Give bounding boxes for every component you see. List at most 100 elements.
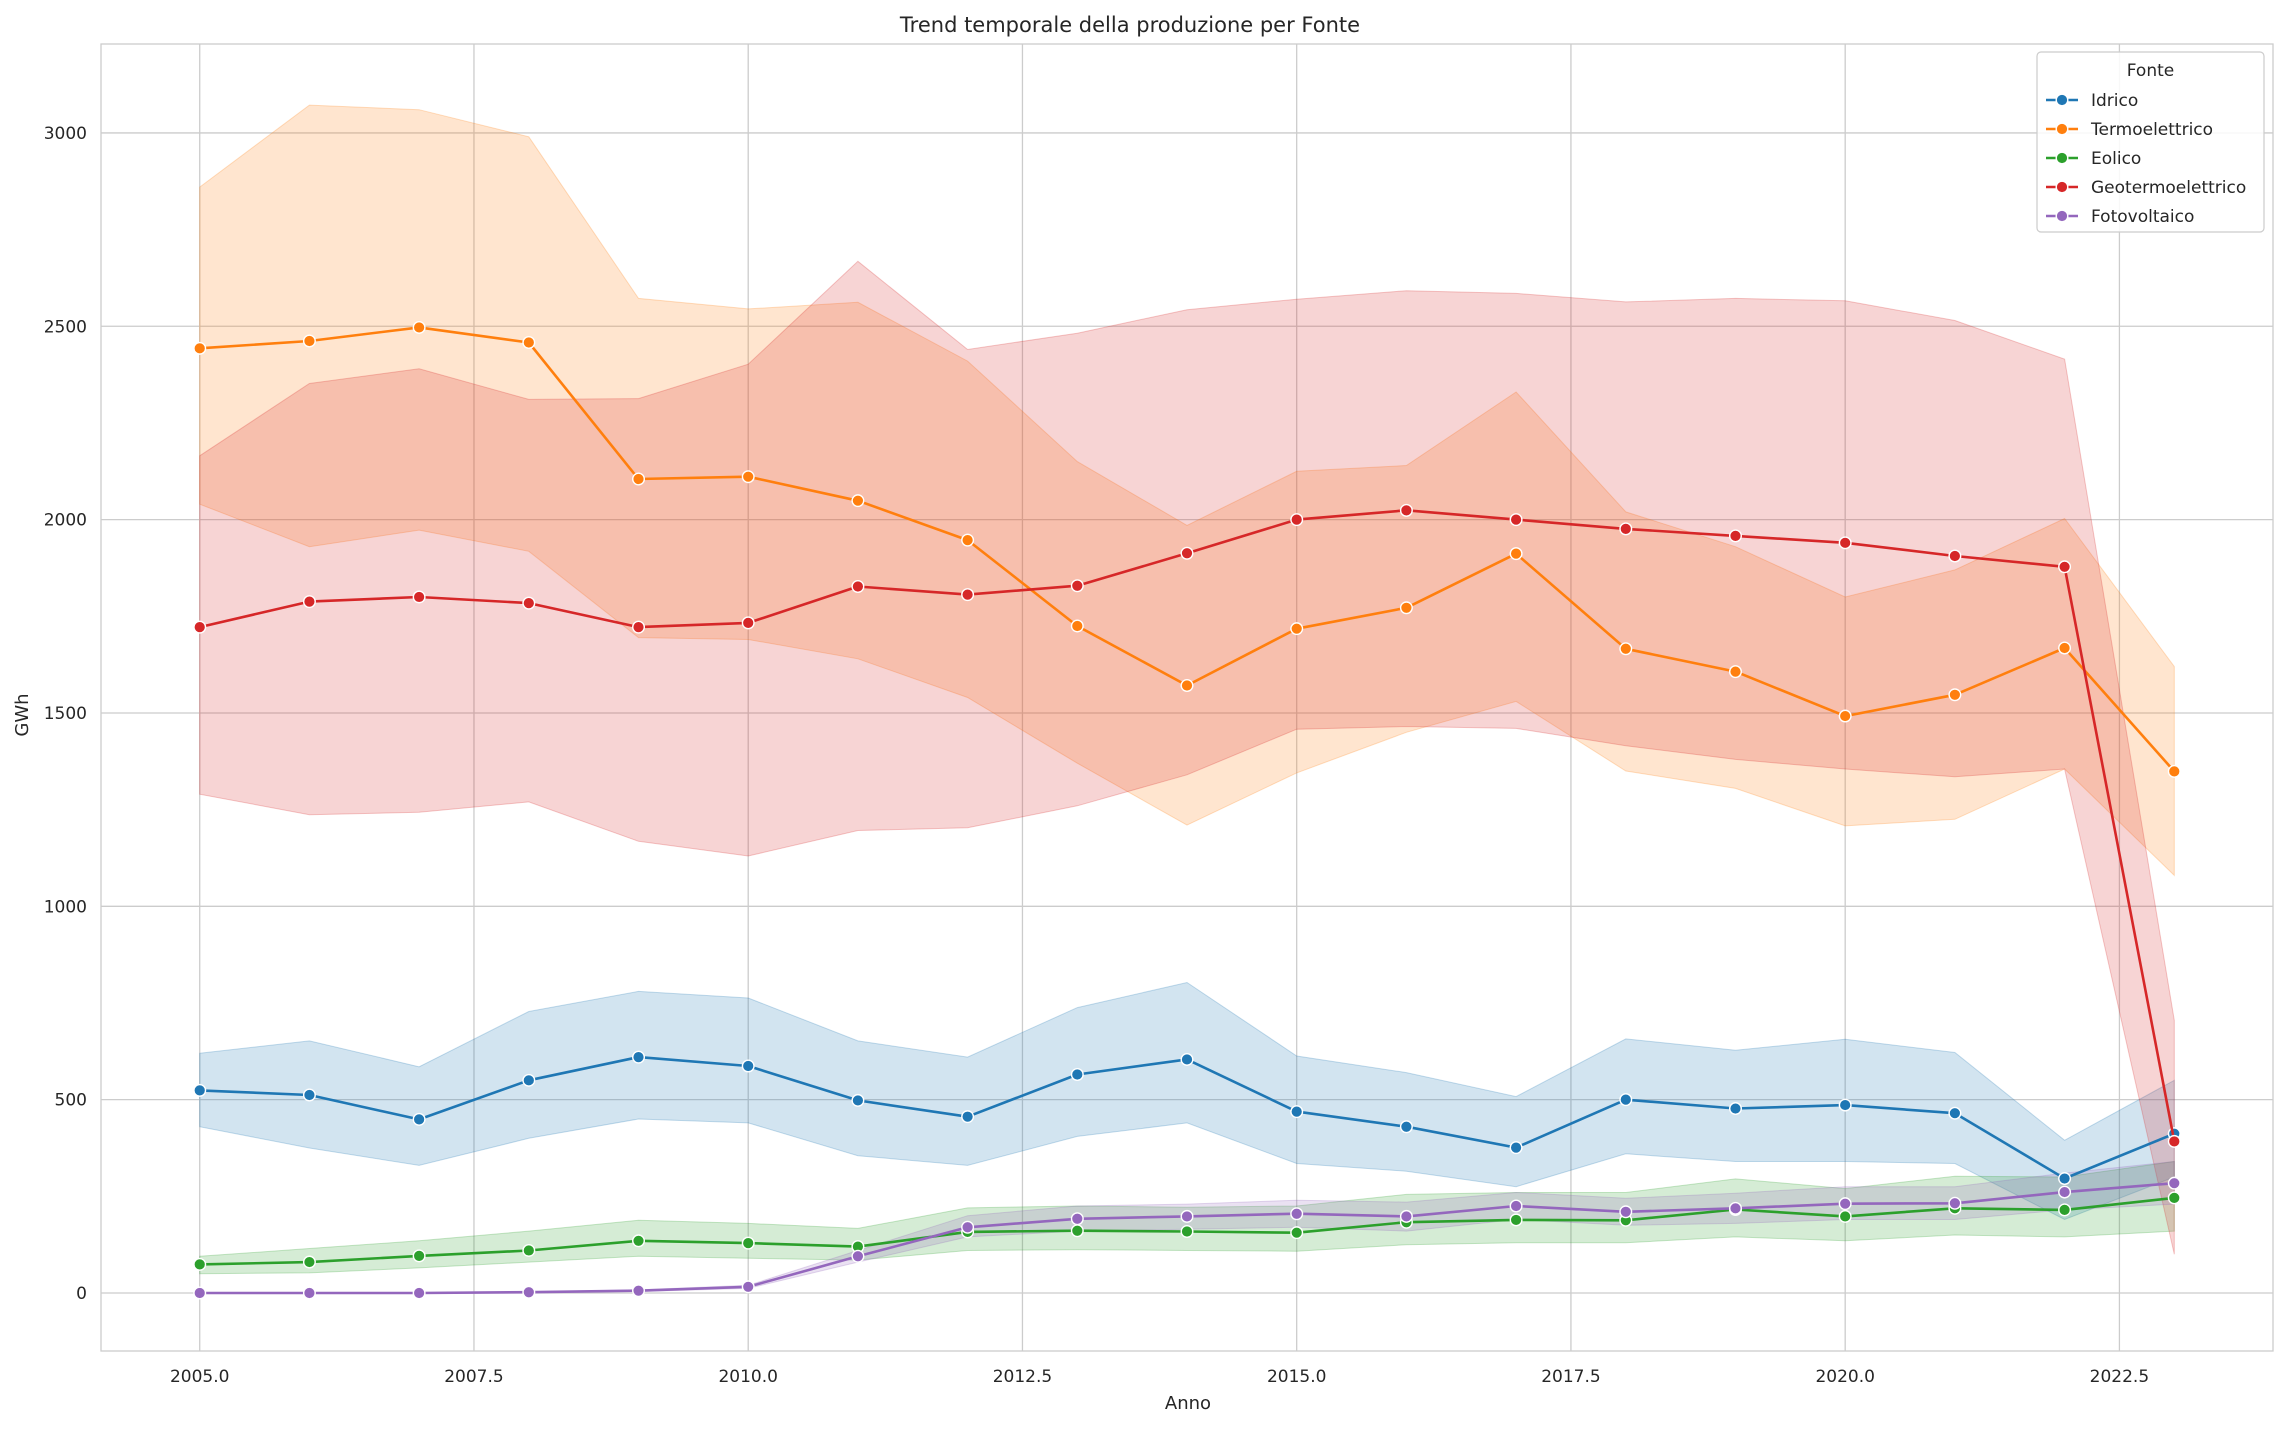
data-point xyxy=(1619,1205,1633,1219)
data-point xyxy=(1290,622,1304,636)
data-point xyxy=(193,620,207,634)
legend-label: Eolico xyxy=(2091,149,2141,169)
data-point xyxy=(2058,1185,2072,1199)
x-axis-label: Anno xyxy=(1165,1393,1211,1414)
y-tick-label: 2500 xyxy=(44,317,87,337)
data-point xyxy=(1948,549,1962,563)
data-point xyxy=(1070,1224,1084,1238)
legend-label: Geotermoelettrico xyxy=(2091,178,2246,198)
data-point xyxy=(741,616,755,630)
data-point xyxy=(1399,1209,1413,1223)
data-point xyxy=(1180,679,1194,693)
data-point xyxy=(1399,503,1413,517)
data-point xyxy=(2058,560,2072,574)
legend-marker xyxy=(2055,151,2069,165)
data-point xyxy=(851,580,865,594)
data-point xyxy=(2058,641,2072,655)
data-point xyxy=(1180,1225,1194,1239)
data-point xyxy=(412,590,426,604)
plot-area: 2005.0 2007.5 2010.0 2012.5 2015.0 2017.5 2020… xyxy=(44,43,2274,1387)
data-point xyxy=(302,1286,316,1300)
legend: Fonte Idrico Termoelettrico Eolico Geotermoe… xyxy=(2036,51,2265,233)
data-point xyxy=(1838,1209,1852,1223)
data-point xyxy=(1070,619,1084,633)
data-point xyxy=(522,336,536,350)
data-point xyxy=(522,596,536,610)
legend-marker xyxy=(2055,93,2069,107)
data-point xyxy=(1399,601,1413,615)
data-point xyxy=(632,620,646,634)
data-point xyxy=(1728,665,1742,679)
y-tick-label: 3000 xyxy=(44,124,87,144)
data-point xyxy=(741,1280,755,1294)
data-point xyxy=(2167,1134,2181,1148)
legend-marker xyxy=(2055,180,2069,194)
data-point xyxy=(851,1093,865,1107)
x-tick-label: 2022.5 xyxy=(2090,1367,2149,1387)
legend-marker xyxy=(2055,122,2069,136)
data-point xyxy=(1180,1052,1194,1066)
data-point xyxy=(412,320,426,334)
data-point xyxy=(1509,1213,1523,1227)
data-point xyxy=(632,1234,646,1248)
data-point xyxy=(1619,642,1633,656)
x-tick-label: 2005.0 xyxy=(170,1367,229,1387)
data-point xyxy=(1399,1120,1413,1134)
data-point xyxy=(2167,1176,2181,1190)
data-point xyxy=(1728,1201,1742,1215)
data-point xyxy=(302,1255,316,1269)
x-tick-label: 2012.5 xyxy=(993,1367,1052,1387)
data-point xyxy=(522,1243,536,1257)
data-point xyxy=(1948,1196,1962,1210)
data-point xyxy=(193,1257,207,1271)
data-point xyxy=(193,341,207,355)
data-point xyxy=(961,533,975,547)
data-point xyxy=(1070,579,1084,593)
data-point xyxy=(1838,536,1852,550)
data-point xyxy=(632,472,646,486)
data-point xyxy=(2058,1203,2072,1217)
data-point xyxy=(1948,1106,1962,1120)
chart-title: Trend temporale della produzione per Fon… xyxy=(899,13,1360,37)
y-tick-label: 500 xyxy=(55,1091,87,1111)
data-point xyxy=(2167,764,2181,778)
x-tick-label: 2015.0 xyxy=(1267,1367,1326,1387)
data-point xyxy=(1948,688,1962,702)
data-point xyxy=(1180,546,1194,560)
data-point xyxy=(851,1249,865,1263)
data-point xyxy=(412,1112,426,1126)
data-point xyxy=(1509,513,1523,527)
data-point xyxy=(1070,1068,1084,1082)
data-point xyxy=(412,1249,426,1263)
data-point xyxy=(741,470,755,484)
data-point xyxy=(302,1088,316,1102)
x-tick-label: 2020.0 xyxy=(1815,1367,1874,1387)
data-point xyxy=(741,1059,755,1073)
data-point xyxy=(961,1220,975,1234)
data-point xyxy=(1838,709,1852,723)
data-point xyxy=(1509,547,1523,561)
data-point xyxy=(1290,1105,1304,1119)
confidence-band xyxy=(199,104,2175,877)
data-point xyxy=(522,1073,536,1087)
data-point xyxy=(412,1286,426,1300)
data-point xyxy=(1290,1207,1304,1221)
data-point xyxy=(741,1236,755,1250)
data-point xyxy=(632,1050,646,1064)
y-tick-label: 1500 xyxy=(44,704,87,724)
legend-label: Fotovoltaico xyxy=(2091,207,2194,227)
legend-box xyxy=(2036,51,2265,233)
data-point xyxy=(1838,1197,1852,1211)
data-point xyxy=(193,1083,207,1097)
x-tick-label: 2010.0 xyxy=(718,1367,777,1387)
data-point xyxy=(193,1286,207,1300)
y-tick-label: 1000 xyxy=(44,897,87,917)
data-point xyxy=(961,588,975,602)
data-point xyxy=(1728,529,1742,543)
y-tick-label: 2000 xyxy=(44,511,87,531)
data-point xyxy=(632,1284,646,1298)
data-point xyxy=(1728,1102,1742,1116)
data-point xyxy=(961,1110,975,1124)
